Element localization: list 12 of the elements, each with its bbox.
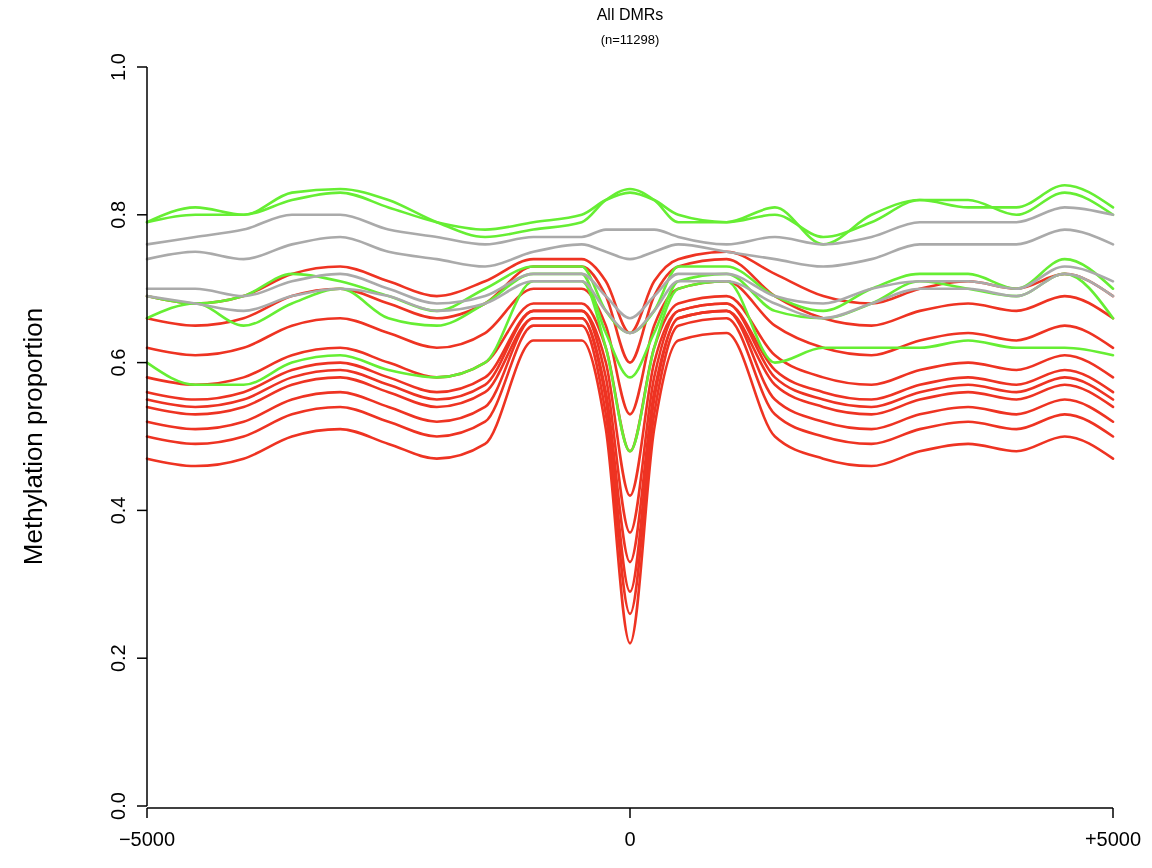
chart-subtitle: (n=11298) — [600, 32, 660, 47]
y-tick-label: 0.0 — [107, 792, 129, 820]
y-axis-title: Methylation proportion — [18, 307, 48, 566]
y-tick-label: 0.2 — [107, 644, 129, 673]
y-tick-label: 1.0 — [107, 53, 129, 81]
x-tick-label: 0 — [624, 828, 636, 850]
chart-title: All DMRs — [596, 6, 664, 23]
y-tick-label: 0.8 — [107, 200, 129, 229]
x-tick-label: −5000 — [118, 828, 176, 850]
y-tick-label: 0.6 — [107, 348, 129, 377]
x-tick-label: +5000 — [1084, 828, 1142, 850]
y-tick-label: 0.4 — [107, 496, 129, 525]
